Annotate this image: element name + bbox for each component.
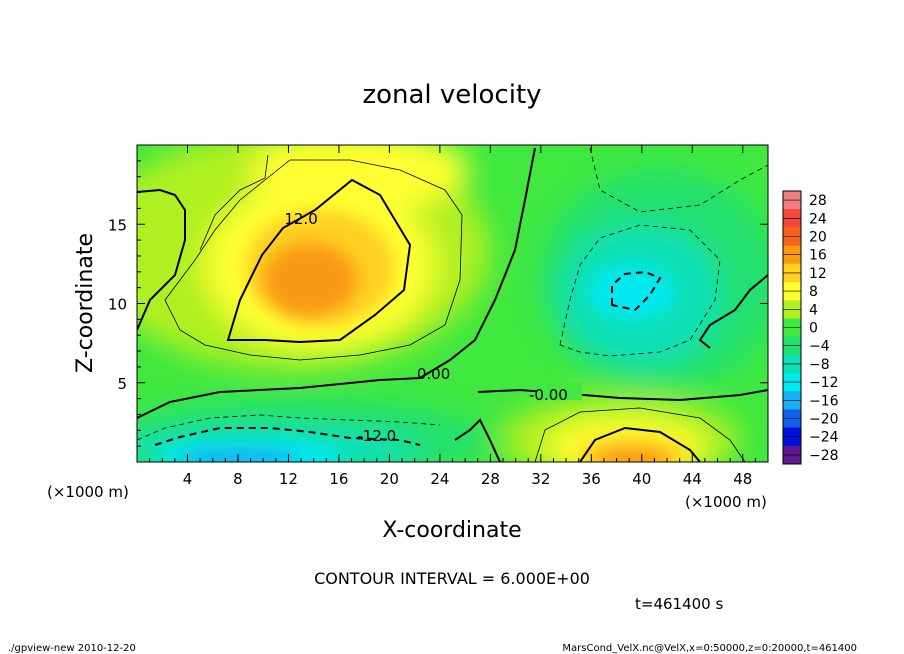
colorbar-label: 16 bbox=[809, 248, 827, 264]
colorbar-label: −8 bbox=[809, 357, 830, 373]
contour-0-upper-left bbox=[137, 188, 186, 331]
contour-neg6-right bbox=[559, 224, 721, 357]
contour-0-bottom-lobe bbox=[454, 418, 501, 462]
contour-neg12-right bbox=[611, 270, 662, 312]
y-axis-label: Z-coordinate bbox=[73, 233, 98, 373]
colorbar-label: −12 bbox=[809, 375, 839, 391]
x-tick-label: 20 bbox=[380, 470, 399, 488]
colorbar-label: 4 bbox=[809, 302, 818, 318]
x-tick-label: 36 bbox=[582, 470, 601, 488]
colorbar-label: −20 bbox=[809, 412, 839, 428]
x-axis: 4 8 12 16 20 24 28 32 36 40 44 48 bbox=[149, 145, 756, 488]
x-tick-label: 24 bbox=[430, 470, 449, 488]
contour-neg6-top bbox=[589, 147, 768, 213]
y-tick-label: 10 bbox=[108, 296, 127, 314]
contour-label-bg-0 bbox=[536, 382, 582, 400]
y-tick-label: 15 bbox=[108, 216, 127, 234]
colorbar-label: −28 bbox=[809, 448, 839, 464]
x-tick-label: 44 bbox=[683, 470, 702, 488]
footer-left: ./gpview-new 2010-12-20 bbox=[8, 643, 136, 654]
contour-label: -12.0 bbox=[357, 427, 396, 445]
colorbar-label: 24 bbox=[809, 211, 827, 227]
contour-0-right-edge bbox=[698, 274, 768, 349]
y-tick-label: 5 bbox=[117, 375, 127, 393]
colorbar-label: 0 bbox=[809, 321, 818, 337]
colorbar-label: −16 bbox=[809, 393, 839, 409]
footer-right: MarsCond_VelX.nc@VelX,x=0:50000,z=0:2000… bbox=[562, 643, 857, 654]
contour-label: -0.00 bbox=[529, 386, 568, 404]
colorbar-label: 12 bbox=[809, 266, 827, 282]
contour-12-lower bbox=[579, 426, 701, 462]
contour-labels: 12.0 0.00 -0.00 -12.0 bbox=[284, 210, 567, 445]
contour-label: 12.0 bbox=[284, 210, 317, 228]
x-tick-label: 40 bbox=[632, 470, 651, 488]
x-axis-units-right: (×1000 m) bbox=[685, 493, 767, 511]
contour-neg12-bottom bbox=[154, 427, 421, 446]
x-tick-label: 8 bbox=[233, 470, 243, 488]
colorbar: 28 24 20 16 12 8 4 0 −4 −8 −12 −16 −20 −24 −28 bbox=[782, 190, 839, 465]
field-deeporange-lr bbox=[594, 448, 670, 462]
colorbar-label: 28 bbox=[809, 193, 827, 209]
x-tick-label: 48 bbox=[733, 470, 752, 488]
x-tick-label: 16 bbox=[329, 470, 348, 488]
contour-neg6-bottom bbox=[137, 414, 441, 441]
time-label: t=461400 s bbox=[635, 595, 723, 613]
colorbar-label: −24 bbox=[809, 430, 839, 446]
field-deeporange-ul bbox=[262, 242, 358, 318]
colorbar-label: 20 bbox=[809, 230, 827, 246]
chart-title: zonal velocity bbox=[362, 80, 541, 110]
x-axis-label: X-coordinate bbox=[382, 518, 521, 543]
contour-0-main bbox=[137, 147, 536, 419]
x-axis-units-left: (×1000 m) bbox=[47, 483, 129, 501]
x-tick-label: 28 bbox=[481, 470, 500, 488]
contour-6-lower bbox=[534, 407, 746, 462]
contour-6-top-left bbox=[199, 154, 269, 251]
contour-6-upper bbox=[164, 159, 463, 361]
x-tick-label: 32 bbox=[531, 470, 550, 488]
field-cyan-right bbox=[590, 264, 674, 320]
contour-0-lower-right bbox=[477, 388, 768, 402]
plot-area bbox=[137, 145, 768, 462]
colorbar-label: −4 bbox=[809, 339, 830, 355]
field-blue-bottom bbox=[180, 448, 300, 462]
y-axis: 5 10 15 bbox=[108, 160, 768, 447]
colorbar-label: 8 bbox=[809, 284, 818, 300]
contour-interval-label: CONTOUR INTERVAL = 6.000E+00 bbox=[314, 569, 590, 588]
contour-label: 0.00 bbox=[417, 365, 450, 383]
x-tick-label: 4 bbox=[183, 470, 193, 488]
x-tick-label: 12 bbox=[279, 470, 298, 488]
contour-12-upper bbox=[226, 178, 412, 344]
